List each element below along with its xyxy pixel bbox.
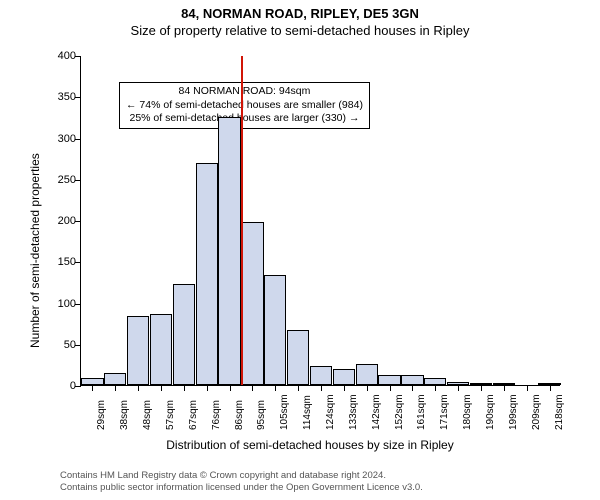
x-tick-label: 152sqm bbox=[394, 394, 405, 430]
y-tick-label: 150 bbox=[46, 256, 76, 268]
footer-line2: Contains public sector information licen… bbox=[60, 482, 423, 494]
x-tick-label: 48sqm bbox=[142, 400, 153, 430]
histogram-bar bbox=[218, 117, 240, 385]
x-tick bbox=[207, 385, 208, 391]
histogram-bar bbox=[104, 373, 126, 385]
x-tick bbox=[504, 385, 505, 391]
footer-attribution: Contains HM Land Registry data © Crown c… bbox=[60, 470, 423, 494]
chart-subtitle: Size of property relative to semi-detach… bbox=[0, 23, 600, 38]
x-tick bbox=[298, 385, 299, 391]
x-tick-label: 124sqm bbox=[325, 394, 336, 430]
x-tick-label: 86sqm bbox=[234, 400, 245, 430]
x-tick-label: 161sqm bbox=[416, 394, 427, 430]
x-tick-label: 67sqm bbox=[188, 400, 199, 430]
x-tick-label: 190sqm bbox=[485, 394, 496, 430]
histogram-bar bbox=[424, 378, 446, 385]
y-tick-label: 350 bbox=[46, 91, 76, 103]
histogram-bar bbox=[81, 378, 103, 385]
x-tick bbox=[458, 385, 459, 391]
x-tick bbox=[138, 385, 139, 391]
y-tick-label: 50 bbox=[46, 339, 76, 351]
y-tick-label: 300 bbox=[46, 133, 76, 145]
histogram-bar bbox=[356, 364, 378, 385]
reference-line bbox=[241, 56, 243, 385]
histogram-bar bbox=[333, 369, 355, 386]
x-tick-label: 199sqm bbox=[508, 394, 519, 430]
x-tick-label: 105sqm bbox=[279, 394, 290, 430]
x-tick bbox=[161, 385, 162, 391]
x-tick bbox=[550, 385, 551, 391]
histogram-bar bbox=[378, 375, 400, 385]
annotation-box: 84 NORMAN ROAD: 94sqm ← 74% of semi-deta… bbox=[119, 82, 370, 129]
histogram-bar bbox=[241, 222, 263, 385]
x-tick bbox=[230, 385, 231, 391]
histogram-bar bbox=[150, 314, 172, 385]
annotation-line3: 25% of semi-detached houses are larger (… bbox=[126, 112, 363, 126]
y-tick-label: 250 bbox=[46, 174, 76, 186]
chart-header: 84, NORMAN ROAD, RIPLEY, DE5 3GN Size of… bbox=[0, 0, 600, 38]
histogram-bar bbox=[310, 366, 332, 385]
histogram-bar bbox=[196, 163, 218, 385]
x-tick-label: 142sqm bbox=[371, 394, 382, 430]
x-tick-label: 180sqm bbox=[462, 394, 473, 430]
histogram-bar bbox=[127, 316, 149, 385]
x-tick-label: 38sqm bbox=[119, 400, 130, 430]
x-tick bbox=[344, 385, 345, 391]
x-tick-label: 29sqm bbox=[96, 400, 107, 430]
x-tick-label: 114sqm bbox=[302, 395, 313, 430]
x-tick-label: 76sqm bbox=[211, 400, 222, 430]
chart-title: 84, NORMAN ROAD, RIPLEY, DE5 3GN bbox=[0, 6, 600, 21]
chart-area: Number of semi-detached properties 84 NO… bbox=[50, 48, 570, 418]
x-tick bbox=[527, 385, 528, 391]
x-axis-label: Distribution of semi-detached houses by … bbox=[50, 438, 570, 452]
x-tick-label: 57sqm bbox=[165, 400, 176, 430]
y-tick-label: 100 bbox=[46, 298, 76, 310]
x-tick bbox=[481, 385, 482, 391]
x-tick bbox=[252, 385, 253, 391]
x-tick bbox=[390, 385, 391, 391]
x-tick-label: 133sqm bbox=[348, 394, 359, 430]
x-tick bbox=[321, 385, 322, 391]
histogram-bar bbox=[173, 284, 195, 385]
x-tick bbox=[92, 385, 93, 391]
x-tick-label: 218sqm bbox=[554, 394, 565, 430]
x-tick bbox=[275, 385, 276, 391]
y-axis-label: Number of semi-detached properties bbox=[28, 153, 42, 348]
histogram-bar bbox=[287, 330, 309, 385]
x-tick bbox=[412, 385, 413, 391]
histogram-bar bbox=[401, 375, 423, 385]
x-tick bbox=[367, 385, 368, 391]
x-tick-label: 171sqm bbox=[439, 394, 450, 430]
annotation-line1: 84 NORMAN ROAD: 94sqm bbox=[126, 85, 363, 99]
footer-line1: Contains HM Land Registry data © Crown c… bbox=[60, 470, 423, 482]
y-tick-label: 400 bbox=[46, 50, 76, 62]
y-tick-label: 200 bbox=[46, 215, 76, 227]
histogram-bar bbox=[264, 275, 286, 385]
x-tick bbox=[184, 385, 185, 391]
x-tick-label: 209sqm bbox=[531, 394, 542, 430]
x-tick bbox=[115, 385, 116, 391]
y-tick-label: 0 bbox=[46, 380, 76, 392]
x-tick-label: 95sqm bbox=[256, 400, 267, 430]
x-tick bbox=[435, 385, 436, 391]
annotation-line2: ← 74% of semi-detached houses are smalle… bbox=[126, 99, 363, 113]
plot-area: 84 NORMAN ROAD: 94sqm ← 74% of semi-deta… bbox=[80, 56, 560, 386]
